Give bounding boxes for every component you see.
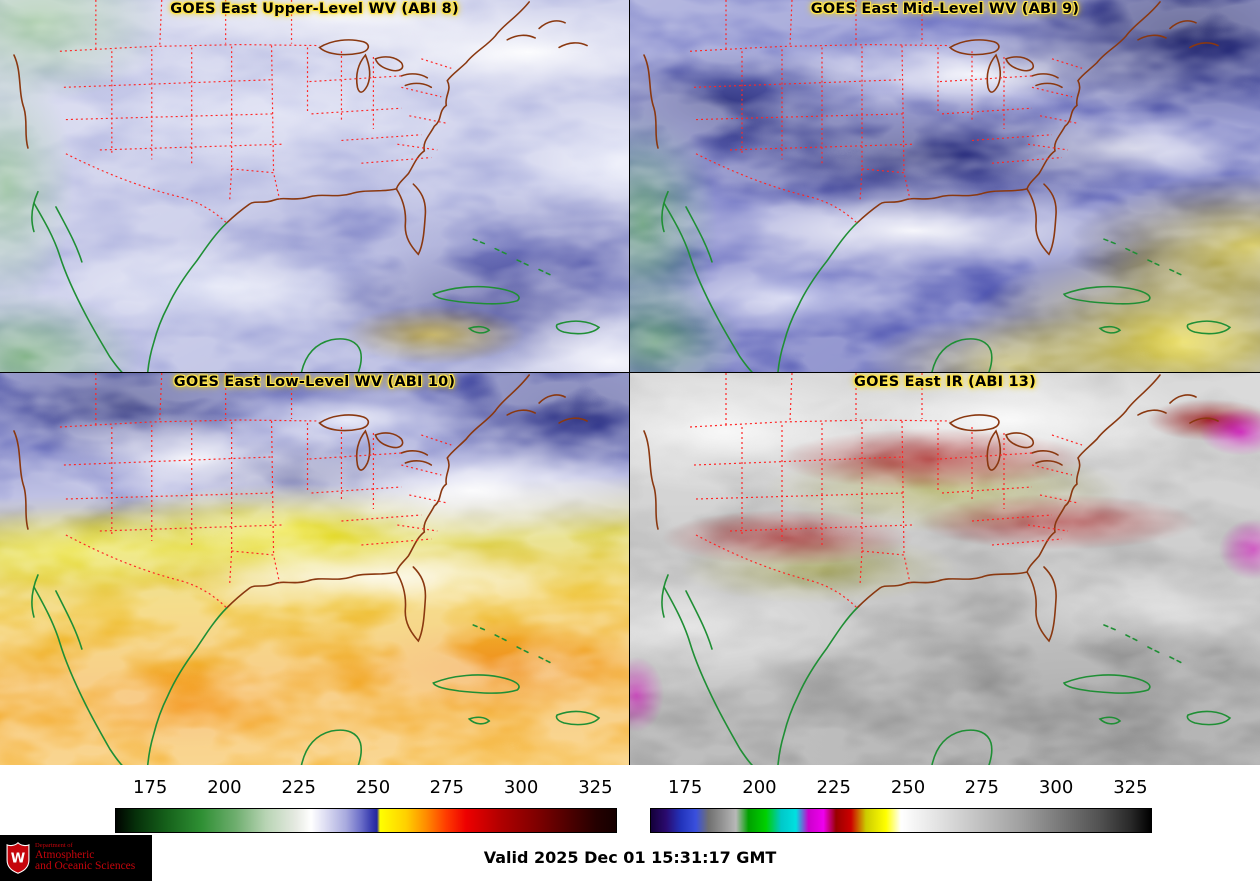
map-overlay xyxy=(0,373,629,765)
cloud-noise-texture xyxy=(630,373,1260,765)
panel-upper-level-wv: GOES East Upper-Level WV (ABI 8) xyxy=(0,0,629,372)
colorbar-tick: 250 xyxy=(355,777,391,798)
logo-dept-line: Department of xyxy=(35,841,73,849)
colorbar-tick: 250 xyxy=(890,777,926,798)
colorbar-tick: 225 xyxy=(816,777,851,798)
colorbar-tick: 200 xyxy=(742,777,777,798)
cloud-noise-texture xyxy=(0,373,629,765)
ir-colorbar-ticks: 175 200 225 250 275 300 325 xyxy=(650,777,1152,799)
cloud-noise-texture xyxy=(630,0,1260,372)
panel-grid: GOES East Upper-Level WV (ABI 8) GOES Ea… xyxy=(0,0,1260,765)
map-overlay xyxy=(0,0,629,372)
colorbar-tick: 175 xyxy=(667,777,703,798)
colorbar-tick: 175 xyxy=(132,777,168,798)
wv-colorbar xyxy=(115,808,617,833)
panel-title-mid-wv: GOES East Mid-Level WV (ABI 9) xyxy=(810,1,1080,17)
colorbar-tick: 225 xyxy=(281,777,316,798)
colorbar-tick: 325 xyxy=(1113,777,1148,798)
logo-line1: Atmospheric xyxy=(35,848,95,861)
panel-title-ir: GOES East IR (ABI 13) xyxy=(854,374,1036,390)
cloud-noise-texture xyxy=(0,0,629,372)
logo-line2: and Oceanic Sciences xyxy=(35,860,136,873)
logo-text: Department of Atmospheric and Oceanic Sc… xyxy=(35,841,136,873)
panel-mid-level-wv: GOES East Mid-Level WV (ABI 9) xyxy=(630,0,1260,372)
wv-colorbar-ticks: 175 200 225 250 275 300 325 xyxy=(115,777,617,799)
colorbar-section: 175 200 225 250 275 300 325 175 200 225 … xyxy=(0,765,1260,835)
footer: W Department of Atmospheric and Oceanic … xyxy=(0,835,1260,881)
crest-letter: W xyxy=(11,851,26,866)
ir-colorbar xyxy=(650,808,1152,833)
valid-time: Valid 2025 Dec 01 15:31:17 GMT xyxy=(483,848,777,867)
panel-title-low-wv: GOES East Low-Level WV (ABI 10) xyxy=(173,374,456,390)
colorbar-tick: 300 xyxy=(503,777,539,798)
uw-aos-logo: W Department of Atmospheric and Oceanic … xyxy=(0,835,152,881)
colorbar-tick: 275 xyxy=(429,777,464,798)
panel-title-upper-wv: GOES East Upper-Level WV (ABI 8) xyxy=(170,1,459,17)
map-overlay xyxy=(630,373,1260,765)
uw-crest-icon: W xyxy=(6,841,30,874)
map-overlay xyxy=(630,0,1260,372)
colorbar-tick: 275 xyxy=(964,777,999,798)
panel-ir: GOES East IR (ABI 13) xyxy=(630,373,1260,765)
colorbar-tick: 325 xyxy=(578,777,613,798)
panel-low-level-wv: GOES East Low-Level WV (ABI 10) xyxy=(0,373,629,765)
colorbar-tick: 300 xyxy=(1038,777,1074,798)
colorbar-tick: 200 xyxy=(207,777,242,798)
